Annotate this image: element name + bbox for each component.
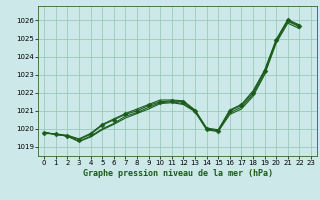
X-axis label: Graphe pression niveau de la mer (hPa): Graphe pression niveau de la mer (hPa) [83, 169, 273, 178]
